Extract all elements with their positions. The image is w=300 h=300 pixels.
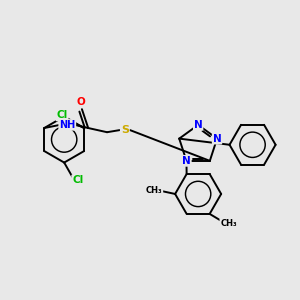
Text: S: S (121, 125, 129, 135)
Text: O: O (76, 97, 85, 107)
Text: N: N (182, 156, 191, 166)
Text: CH₃: CH₃ (220, 219, 237, 228)
Text: Cl: Cl (56, 110, 68, 121)
Text: Cl: Cl (72, 176, 83, 185)
Text: N: N (194, 120, 203, 130)
Text: NH: NH (59, 120, 75, 130)
Text: N: N (213, 134, 221, 144)
Text: CH₃: CH₃ (146, 186, 163, 195)
